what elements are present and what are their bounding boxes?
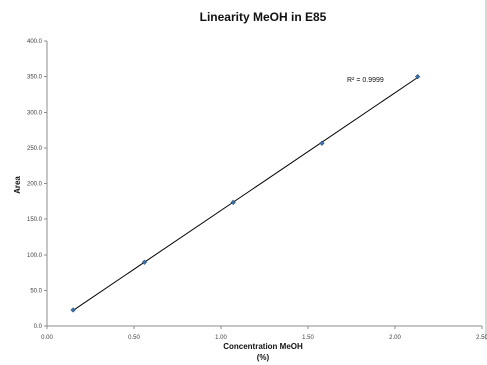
x-axis-ticks: 0.00 0.50 1.00 1.50 2.00 2.50 (41, 326, 487, 341)
x-axis-title-line2: (%) (257, 353, 270, 362)
y-tick-label: 350.0 (27, 75, 43, 81)
y-axis-ticks: 0.0 50.0 100.0 150.0 200.0 250.0 300.0 350.0 400… (27, 39, 47, 330)
y-tick-label: 50.0 (30, 288, 42, 294)
data-point (414, 73, 421, 80)
data-points (70, 73, 421, 313)
x-tick-label: 0.00 (41, 335, 53, 341)
data-point (230, 199, 236, 206)
x-tick-label: 1.00 (215, 335, 227, 341)
y-tick-label: 200.0 (27, 182, 43, 188)
linear-trendline (72, 77, 418, 311)
data-point (319, 140, 325, 146)
x-tick-label: 0.50 (128, 335, 140, 341)
chart-title: Linearity MeOH in E85 (200, 10, 327, 24)
data-point (141, 259, 148, 265)
y-axis-title: Area (13, 176, 22, 194)
y-tick-label: 0.0 (34, 324, 43, 330)
x-axis-title-line1: Concentration MeOH (223, 342, 303, 351)
y-tick-label: 250.0 (27, 146, 43, 152)
y-tick-label: 100.0 (27, 253, 43, 259)
y-tick-label: 300.0 (27, 110, 43, 116)
r-squared-label: R² = 0.9999 (347, 77, 384, 84)
data-point (70, 307, 76, 313)
y-tick-label: 150.0 (27, 217, 43, 223)
x-tick-label: 2.50 (476, 335, 487, 341)
y-tick-label: 400.0 (27, 39, 43, 45)
x-tick-label: 2.00 (389, 335, 401, 341)
x-tick-label: 1.50 (302, 335, 314, 341)
